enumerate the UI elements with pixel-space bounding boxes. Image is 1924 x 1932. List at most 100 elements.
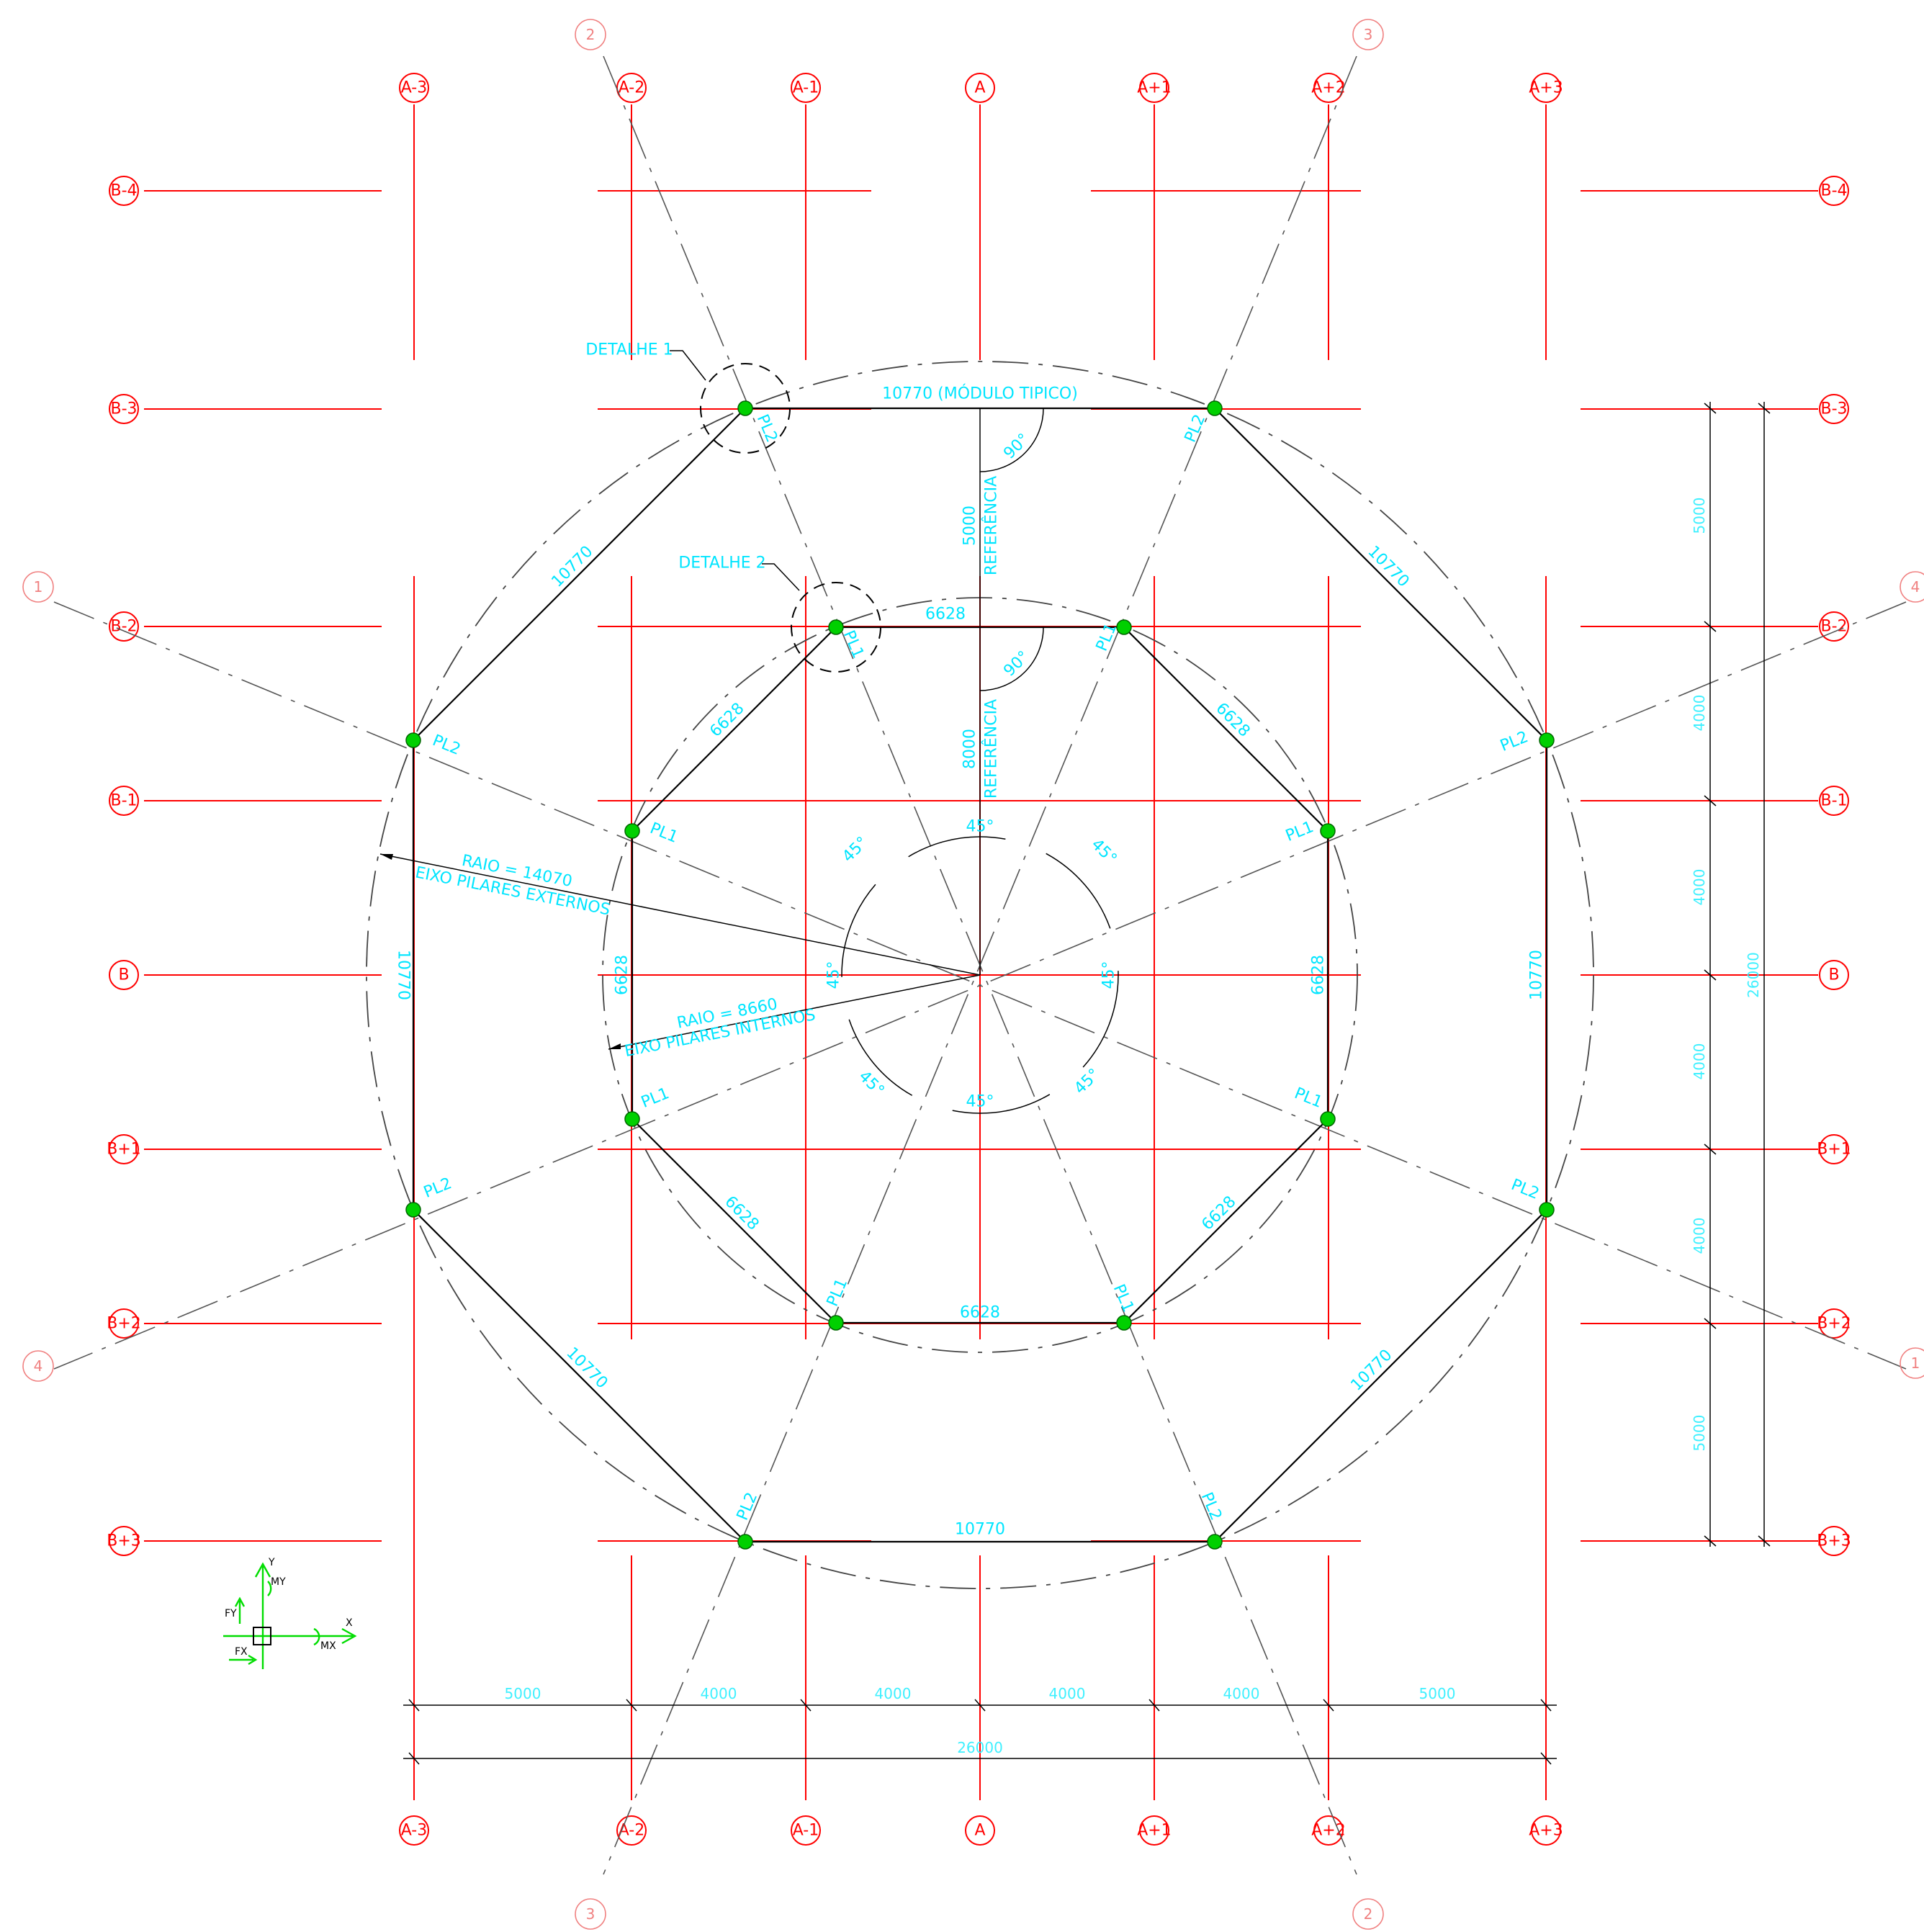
radial-text: 4 bbox=[1911, 578, 1920, 596]
outer-lower-right-dimension: 10770 bbox=[1347, 1346, 1395, 1394]
dim-total-label: 26000 bbox=[957, 1739, 1003, 1756]
pillar-label: PL2 bbox=[1197, 1490, 1225, 1523]
grid-col-text: A+2 bbox=[1311, 1822, 1345, 1840]
dim-tick bbox=[1323, 1699, 1334, 1712]
inner-upper-left-dimension: 6628 bbox=[706, 699, 747, 740]
dim-segment-label: 5000 bbox=[1419, 1685, 1456, 1702]
grid-row-label-right: B bbox=[1819, 960, 1849, 990]
reference-outer-label: REFERÊNCIA bbox=[982, 476, 1001, 575]
angle-label: 45° bbox=[1087, 835, 1120, 868]
outer-right-dimension: 10770 bbox=[1528, 950, 1546, 1000]
grid-row-label-left: B-1 bbox=[109, 786, 139, 816]
grid-row-label-left: B-3 bbox=[109, 394, 139, 424]
dim-tick bbox=[1704, 1535, 1717, 1547]
axis-x-label: X bbox=[346, 1617, 353, 1629]
dim-segment-label: 4000 bbox=[1691, 869, 1708, 906]
pillar-pl1 bbox=[624, 823, 640, 839]
grid-row-label-right: B-1 bbox=[1819, 786, 1849, 816]
pillar-label: PL1 bbox=[824, 1276, 851, 1309]
pillar-label: PL2 bbox=[1509, 1176, 1542, 1203]
grid-col-text: A-3 bbox=[401, 79, 428, 97]
axis-fx-label: FX bbox=[235, 1646, 248, 1658]
grid-row-text: B-3 bbox=[1820, 400, 1847, 418]
grid-col-label-bottom: A+2 bbox=[1311, 1815, 1346, 1846]
grid-row-text: B-2 bbox=[110, 618, 137, 636]
grid-col-label-top: A-2 bbox=[616, 73, 647, 103]
pillar-label: PL1 bbox=[840, 628, 867, 661]
radial-text: 2 bbox=[1364, 1905, 1373, 1923]
right-angle-arc-inner bbox=[979, 626, 1044, 691]
pillar-pl2 bbox=[737, 400, 753, 416]
grid-row-label-right: B-2 bbox=[1819, 611, 1849, 642]
radial-label: 1 bbox=[1900, 1347, 1924, 1379]
pillars bbox=[405, 400, 1555, 1550]
grid-col-label-top: A-3 bbox=[399, 73, 429, 103]
angle-label: 45° bbox=[839, 833, 871, 866]
pillar-pl1 bbox=[624, 1111, 640, 1127]
grid-row-text: B bbox=[118, 966, 129, 984]
radial-text: 3 bbox=[1364, 26, 1373, 43]
pillar-pl2 bbox=[1539, 732, 1555, 748]
outer-radius-arrowhead bbox=[380, 854, 393, 860]
grid-row-label-left: B+1 bbox=[107, 1134, 141, 1164]
dim-tick bbox=[800, 1699, 812, 1712]
grid-col-label-bottom: A-1 bbox=[791, 1815, 821, 1846]
dim-tick bbox=[1704, 1318, 1717, 1329]
pillar-label: PL2 bbox=[1498, 728, 1531, 755]
pillar-pl1 bbox=[1320, 1111, 1336, 1127]
radial-label: 2 bbox=[1352, 1898, 1384, 1930]
grid-row-label-right: B+3 bbox=[1817, 1526, 1851, 1556]
pillar-pl2 bbox=[405, 732, 421, 748]
grid-col-text: A-2 bbox=[619, 1822, 645, 1840]
outer-radius-line bbox=[379, 853, 981, 976]
angle-label: 45° bbox=[966, 818, 994, 836]
grid-col-label-bottom: A+1 bbox=[1137, 1815, 1172, 1846]
dim-segment-label: 4000 bbox=[1049, 1685, 1086, 1702]
inner-upper-right-dimension: 6628 bbox=[1212, 699, 1253, 740]
pillar-pl1 bbox=[1116, 1315, 1132, 1331]
detail-2-circle bbox=[791, 582, 881, 673]
grid-row-label-left: B bbox=[109, 960, 139, 990]
pillar-pl2 bbox=[405, 1202, 421, 1218]
outer-bottom-dimension: 10770 bbox=[955, 1521, 1005, 1539]
radial-text: 3 bbox=[586, 1905, 595, 1923]
inner-left-dimension: 6628 bbox=[613, 955, 631, 995]
grid-col-label-bottom: A+3 bbox=[1529, 1815, 1563, 1846]
dim-segment-label: 4000 bbox=[701, 1685, 737, 1702]
grid-col-label-bottom: A bbox=[965, 1815, 995, 1846]
right-dimension-chain: 5000 4000 4000 4000 4000 5000 26000 bbox=[1691, 402, 1771, 1547]
inner-top-dimension: 6628 bbox=[925, 606, 966, 624]
grid-row-label-right: B+1 bbox=[1817, 1134, 1851, 1164]
grid-col-label-bottom: A-2 bbox=[616, 1815, 647, 1846]
axis-y-label: Y bbox=[268, 1557, 275, 1568]
detail-1-label: DETALHE 1 bbox=[585, 341, 673, 359]
grid-row-text: B-1 bbox=[1820, 792, 1847, 810]
axis-mx-label: MX bbox=[320, 1640, 336, 1652]
dim-tick bbox=[1758, 1535, 1771, 1547]
dim-tick bbox=[1704, 795, 1717, 807]
dim-segment-label: 5000 bbox=[505, 1685, 541, 1702]
right-angle-label-top: 90° bbox=[1000, 430, 1033, 462]
pillar-pl1 bbox=[1320, 823, 1336, 839]
pillar-pl2 bbox=[1207, 1534, 1223, 1550]
dim-segment-label: 5000 bbox=[1691, 498, 1708, 534]
dim-tick bbox=[1540, 1752, 1552, 1765]
radial-label: 3 bbox=[1352, 19, 1384, 50]
grid-col-text: A-2 bbox=[619, 79, 645, 97]
grid-row-text: B+1 bbox=[1817, 1141, 1851, 1159]
outer-upper-right-dimension: 10770 bbox=[1364, 542, 1412, 590]
angle-label: 45° bbox=[1100, 961, 1118, 989]
reference-outer-value: 5000 bbox=[961, 506, 979, 546]
radial-line bbox=[53, 601, 1907, 1370]
radial-label: 4 bbox=[1900, 571, 1924, 603]
dim-segment-label: 4000 bbox=[1691, 1043, 1708, 1080]
pillar-pl1 bbox=[1116, 619, 1132, 635]
radial-text: 1 bbox=[34, 578, 43, 596]
pillar-label: PL1 bbox=[1292, 1084, 1325, 1112]
detail-2-leader bbox=[762, 563, 800, 591]
dim-tick bbox=[1704, 403, 1717, 414]
central-angle-arc bbox=[841, 836, 1119, 1114]
grid-row-label-right: B-3 bbox=[1819, 394, 1849, 424]
radial-label: 4 bbox=[22, 1350, 54, 1382]
